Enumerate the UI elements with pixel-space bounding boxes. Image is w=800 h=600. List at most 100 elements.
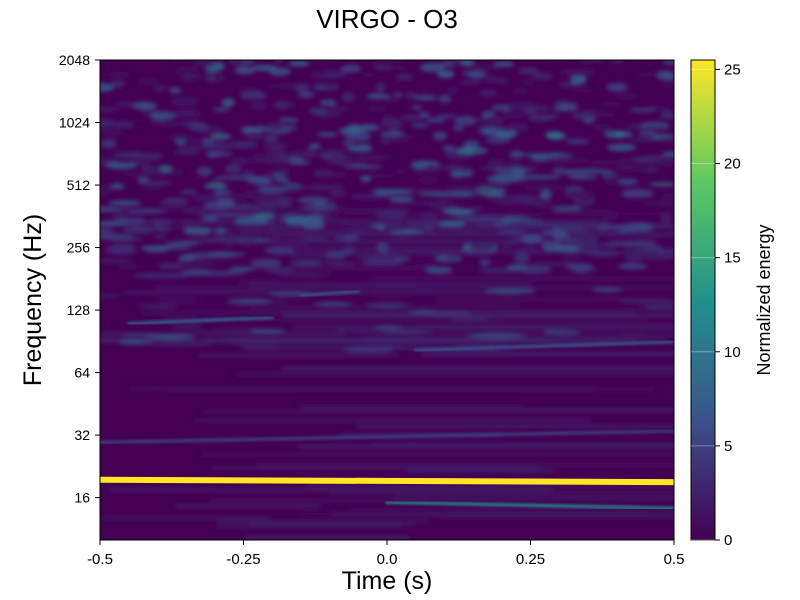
noise-streak — [494, 199, 541, 205]
noise-band — [175, 504, 320, 508]
noise-blob — [578, 60, 596, 64]
noise-blob — [105, 244, 137, 255]
noise-blob — [192, 60, 216, 66]
noise-blob — [203, 200, 232, 211]
noise-streak — [410, 166, 444, 172]
noise-blob — [263, 84, 285, 89]
noise-blob — [373, 63, 392, 71]
noise-blob — [345, 125, 362, 132]
noise-streak — [263, 185, 325, 190]
noise-streak — [653, 250, 674, 256]
noise-blob — [273, 204, 294, 215]
noise-blob — [617, 158, 638, 168]
noise-blob — [339, 219, 359, 229]
noise-blob — [202, 215, 219, 222]
noise-blob — [639, 126, 667, 132]
noise-streak — [424, 311, 473, 316]
noise-blob — [288, 60, 310, 67]
noise-blob — [613, 130, 626, 137]
noise-blob — [266, 267, 296, 274]
noise-blob — [100, 127, 125, 137]
noise-blob — [640, 155, 666, 161]
noise-blob — [249, 101, 267, 110]
noise-band — [216, 524, 401, 528]
noise-band — [368, 277, 674, 281]
noise-blob — [357, 139, 370, 147]
noise-blob — [474, 76, 497, 84]
plot-area — [100, 60, 674, 540]
noise-blob — [335, 205, 348, 211]
noise-blob — [203, 183, 228, 190]
noise-blob — [362, 72, 374, 78]
noise-blob — [433, 131, 447, 141]
y-tick-label: 128 — [67, 302, 91, 318]
noise-blob — [373, 209, 406, 218]
chart-title: VIRGO - O3 — [316, 4, 458, 34]
noise-band — [297, 404, 522, 408]
noise-blob — [565, 193, 592, 199]
noise-blob — [157, 121, 179, 128]
noise-blob — [375, 243, 390, 253]
noise-blob — [443, 60, 465, 64]
noise-streak — [363, 173, 396, 179]
noise-blob — [637, 72, 660, 77]
noise-blob — [507, 159, 523, 169]
noise-streak — [127, 209, 167, 214]
noise-band — [141, 311, 634, 315]
noise-blob — [268, 225, 290, 230]
noise-blob — [570, 75, 587, 85]
noise-streak — [613, 166, 651, 172]
noise-blob — [240, 92, 268, 100]
noise-blob — [523, 77, 535, 86]
noise-streak — [417, 192, 480, 197]
noise-band — [356, 424, 674, 428]
noise-streak — [620, 331, 649, 337]
noise-blob — [469, 206, 484, 211]
noise-blob — [154, 84, 166, 92]
noise-blob — [413, 95, 438, 101]
noise-streak — [121, 333, 170, 338]
noise-blob — [168, 133, 192, 141]
noise-streak — [132, 273, 189, 278]
noise-band — [282, 366, 674, 370]
noise-blob — [620, 188, 654, 199]
noise-blob — [532, 72, 554, 81]
noise-blob — [100, 187, 112, 197]
noise-blob — [660, 192, 674, 202]
noise-streak — [212, 327, 259, 332]
noise-blob — [550, 60, 570, 62]
noise-blob — [320, 70, 347, 79]
noise-blob — [662, 151, 674, 157]
noise-blob — [129, 159, 151, 165]
noise-streak — [521, 152, 574, 158]
noise-blob — [458, 248, 496, 256]
noise-band — [299, 282, 420, 286]
noise-band — [142, 318, 650, 322]
noise-blob — [389, 196, 414, 204]
noise-streak — [562, 228, 608, 233]
noise-blob — [486, 174, 519, 183]
noise-blob — [436, 70, 455, 79]
noise-blob — [516, 265, 552, 275]
noise-streak — [528, 221, 587, 227]
noise-blob — [110, 183, 125, 190]
noise-blob — [629, 107, 656, 113]
noise-band — [200, 452, 674, 456]
noise-blob — [168, 87, 182, 94]
noise-streak — [513, 174, 561, 180]
x-axis: -0.5 -0.25 0.0 0.25 0.5 — [87, 540, 684, 568]
noise-blob — [308, 143, 321, 150]
colorbar-label: Normalized energy — [754, 224, 774, 375]
noise-blob — [325, 260, 358, 267]
noise-band — [245, 536, 410, 540]
noise-band — [159, 388, 655, 392]
noise-streak — [636, 254, 674, 260]
noise-streak — [136, 180, 174, 185]
noise-blob — [496, 229, 526, 236]
noise-streak — [355, 255, 405, 260]
noise-blob — [148, 218, 172, 226]
noise-blob — [456, 147, 475, 155]
noise-blob — [112, 121, 135, 128]
noise-streak — [563, 242, 626, 248]
noise-blob — [209, 179, 222, 185]
